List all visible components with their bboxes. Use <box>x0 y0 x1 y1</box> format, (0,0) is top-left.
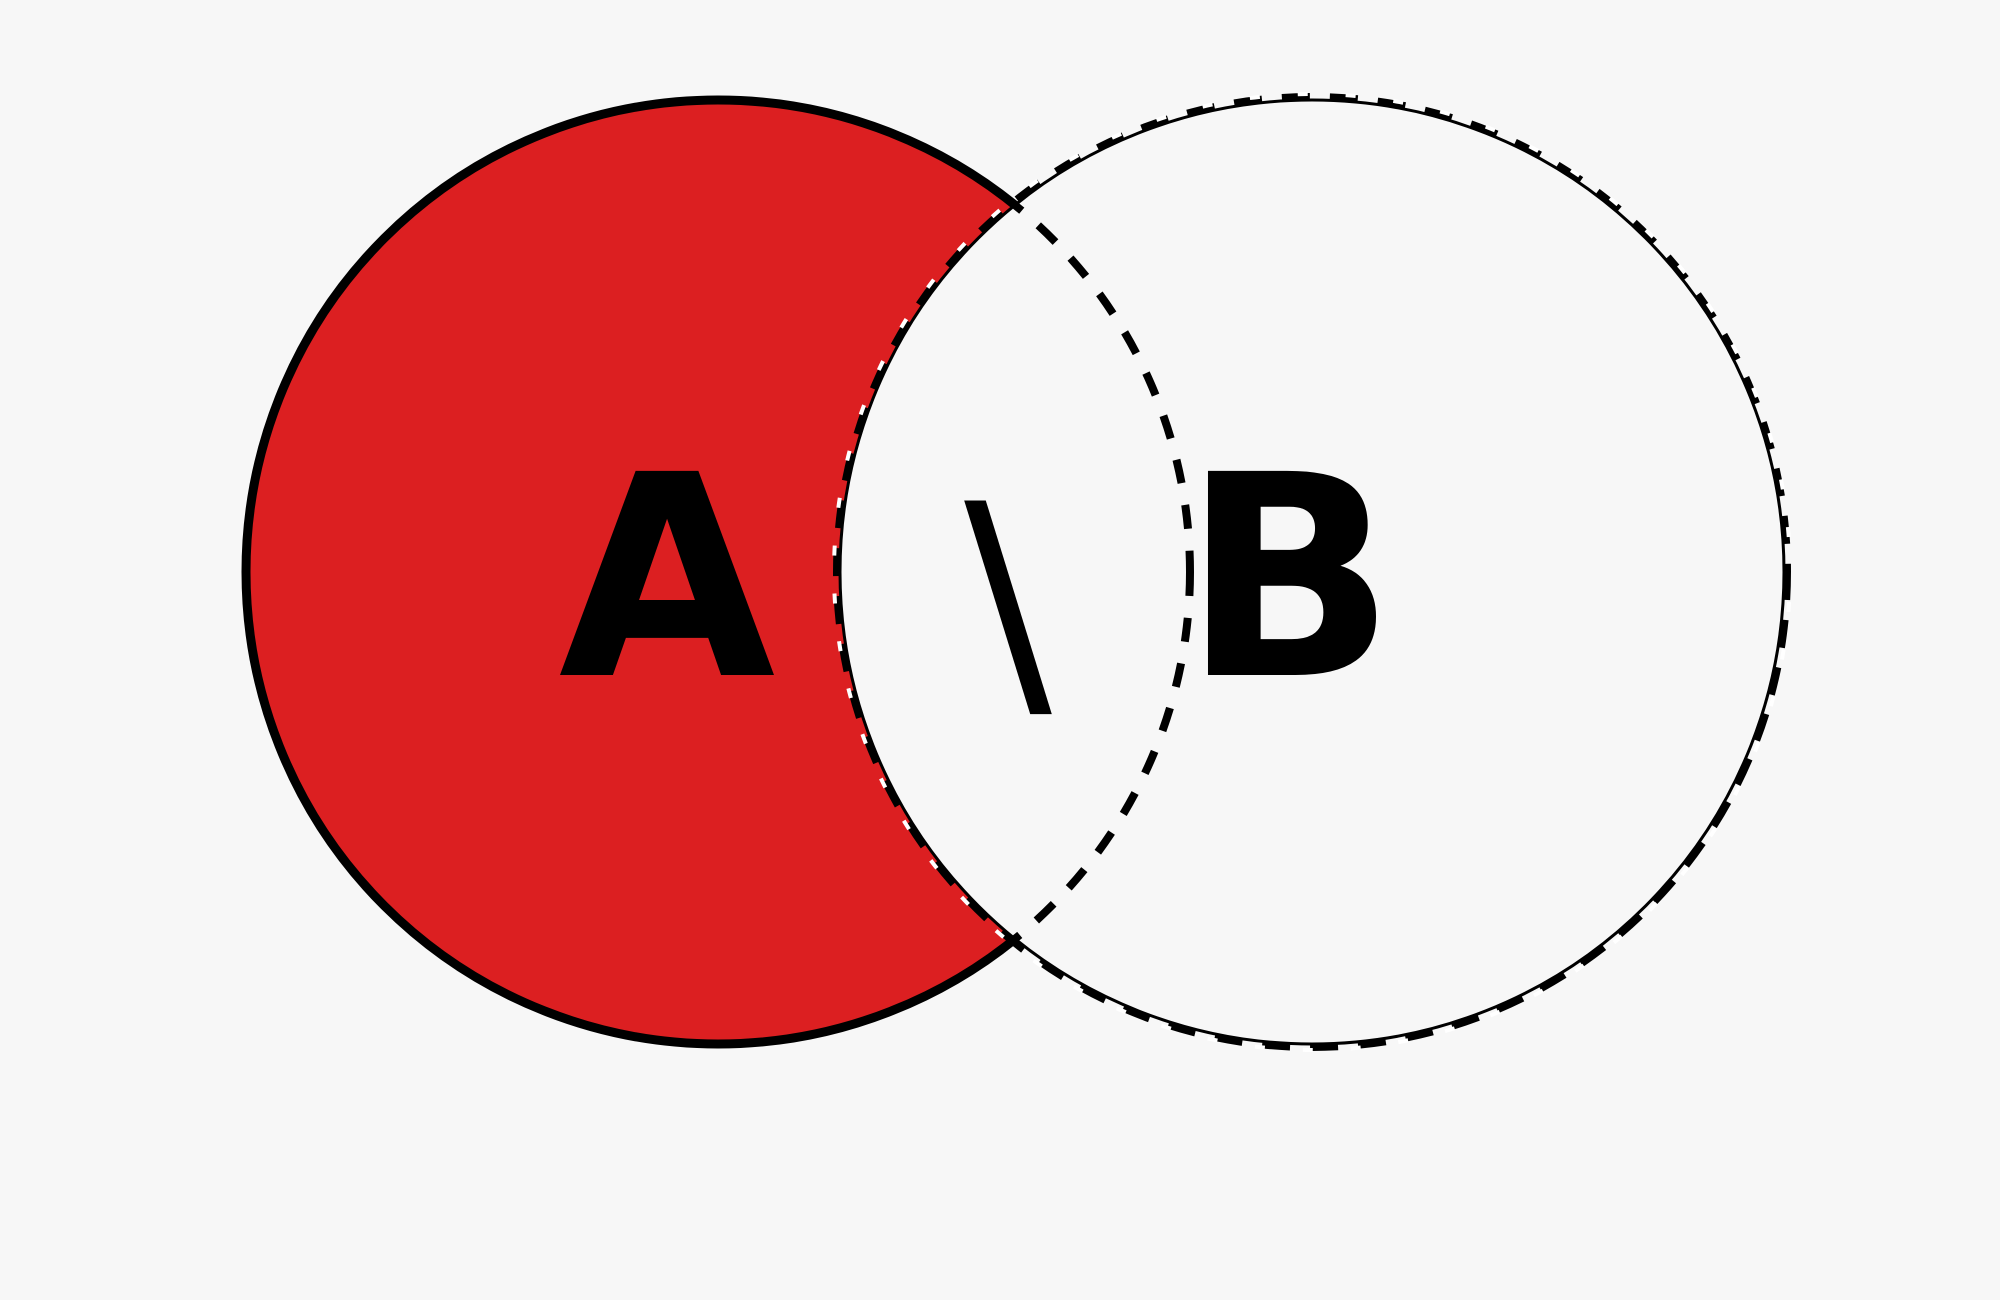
set-b-outline-dashed <box>833 93 1791 1051</box>
set-a-outline-dashed <box>840 100 1194 1044</box>
set-b-dash-gaps <box>832 92 1792 1052</box>
set-b-label: B <box>1182 416 1395 742</box>
set-a-difference-region <box>246 100 1190 1044</box>
set-a-label: A <box>559 416 778 742</box>
set-difference-operator: \ <box>964 450 1053 752</box>
